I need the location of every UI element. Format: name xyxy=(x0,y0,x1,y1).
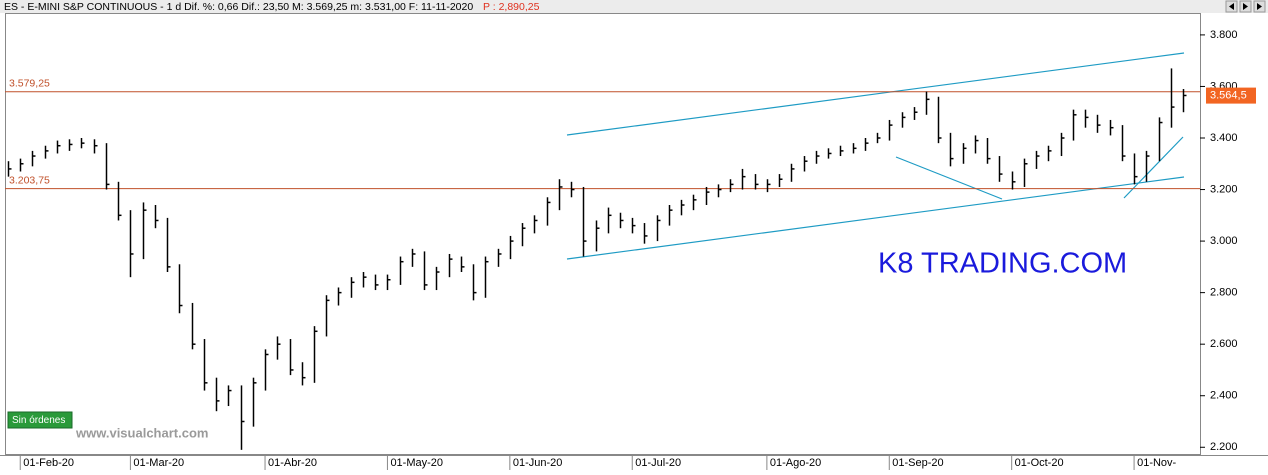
x-tick-label: 01-May-20 xyxy=(390,457,443,469)
arrow-icon xyxy=(1229,3,1234,10)
last-price-box xyxy=(1206,87,1256,104)
watermark: K8 TRADING.COM xyxy=(878,248,1127,280)
y-tick-label: 2.400 xyxy=(1210,390,1238,402)
header-bar xyxy=(0,0,1268,13)
arrow-icon xyxy=(1243,3,1248,10)
level-label: 3.579,25 xyxy=(9,78,50,90)
arrow-icon xyxy=(1257,3,1262,10)
last-price-label: 3.564,5 xyxy=(1210,90,1247,102)
header-price: P : 2,890,25 xyxy=(483,1,540,13)
level-label: 3.203,75 xyxy=(9,174,50,186)
x-tick-label: 01-Jul-20 xyxy=(635,457,681,469)
y-tick-label: 2.600 xyxy=(1210,338,1238,350)
y-tick-label: 3.000 xyxy=(1210,235,1238,247)
x-tick-label: 01-Sep-20 xyxy=(892,457,943,469)
y-tick-label: 3.400 xyxy=(1210,132,1238,144)
plot-frame xyxy=(5,13,1201,455)
trend-line xyxy=(566,176,1185,260)
trend-lines xyxy=(566,52,1185,260)
x-tick-label: 01-Oct-20 xyxy=(1015,457,1064,469)
status-button[interactable] xyxy=(7,411,73,429)
trend-line xyxy=(1123,136,1184,199)
x-tick-label: 01-Feb-20 xyxy=(23,457,74,469)
x-tick-label: 01-Mar-20 xyxy=(133,457,184,469)
trend-line xyxy=(895,156,1003,200)
x-tick-label: 01-Abr-20 xyxy=(268,457,317,469)
x-tick-label: 01-Nov- xyxy=(1137,457,1176,469)
y-tick-label: 3.200 xyxy=(1210,183,1238,195)
y-tick-label: 3.800 xyxy=(1210,29,1238,41)
x-tick-label: 01-Ago-20 xyxy=(770,457,821,469)
status-text: Sin órdenes xyxy=(12,415,65,426)
y-tick-label: 2.200 xyxy=(1210,441,1238,453)
x-tick-label: 01-Jun-20 xyxy=(513,457,563,469)
trend-line xyxy=(566,52,1185,136)
y-tick-label: 2.800 xyxy=(1210,287,1238,299)
site-watermark: www.visualchart.com xyxy=(75,425,208,440)
header-info: ES - E-MINI S&P CONTINUOUS - 1 d Dif. %:… xyxy=(4,1,473,13)
